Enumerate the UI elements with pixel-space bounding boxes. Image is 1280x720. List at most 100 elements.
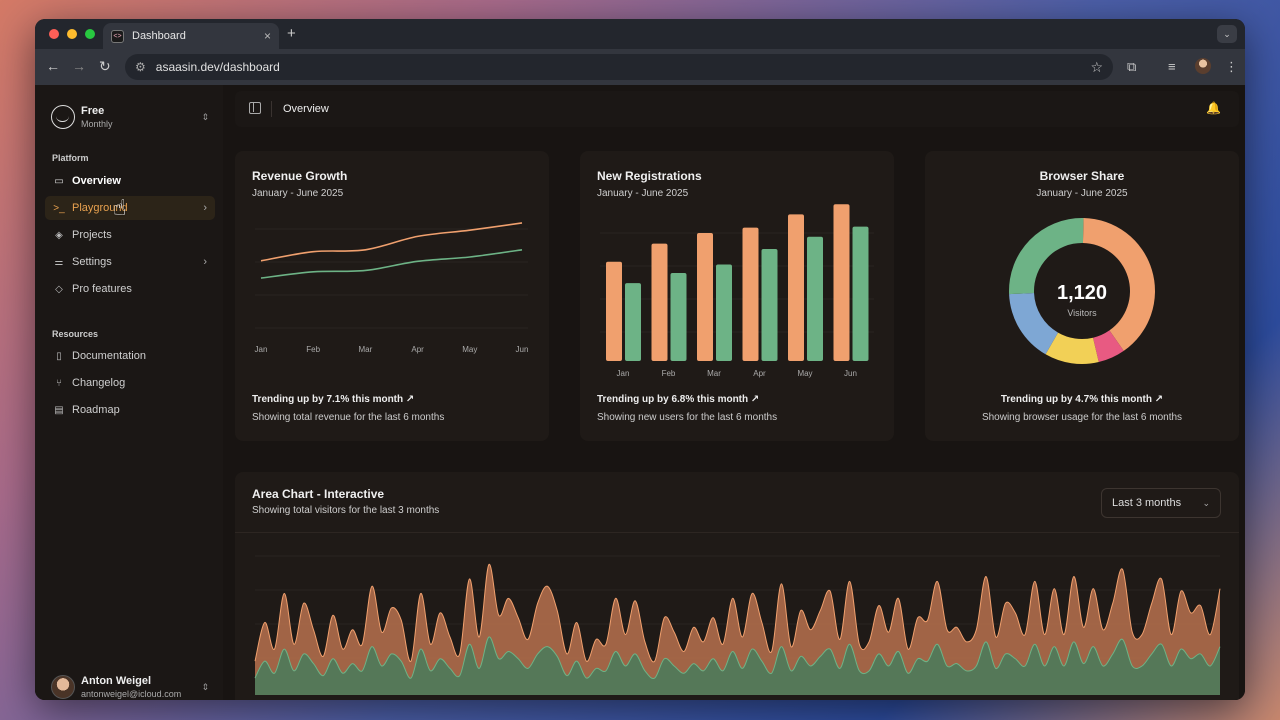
sidebar-item-label: Pro features [72,283,132,295]
bar [807,236,823,361]
area-chart-card: Area Chart - Interactive Showing total v… [235,472,1239,700]
bar [833,204,850,361]
maximize-window-button[interactable] [85,29,95,39]
plan-name: Free [81,105,105,117]
sidebar-item-label: Roadmap [72,404,120,416]
series-area [255,636,1220,695]
trending-up-icon: ↗ [405,394,415,405]
browser-toolbar: ← → ↻ ⚙ asaasin.dev/dashboard ☆ ⧉ ≡ ⋮ [35,49,1245,85]
x-tick-label: Mar [359,345,373,354]
map-icon: ▤ [54,404,64,416]
revenue-line-chart: Jan Feb Mar Apr May Jun [255,222,528,354]
reading-list-icon[interactable]: ≡ [1168,59,1176,74]
sidebar-item-pro-features[interactable]: ◇ Pro features [45,277,215,301]
close-window-button[interactable] [49,29,59,39]
sidebar-item-documentation[interactable]: ▯ Documentation [45,344,215,368]
sidebar-item-overview[interactable]: ▭ Overview [45,169,215,193]
browser-tab[interactable]: <> Dashboard × [103,23,279,49]
sidebar-item-label: Settings [72,256,112,268]
card-subtitle: January - June 2025 [597,188,689,199]
sidebar-item-roadmap[interactable]: ▤ Roadmap [45,398,215,422]
divider [271,101,272,117]
series-line [254,563,1221,663]
forward-icon[interactable]: → [72,58,86,74]
card-footer: Showing total revenue for the last 6 mon… [252,412,445,423]
sidebar-item-label: Playground [72,202,128,214]
book-icon: ▯ [56,350,62,362]
sidebar-item-changelog[interactable]: ⑂ Changelog [45,371,215,395]
card-footer: Showing browser usage for the last 6 mon… [981,412,1183,423]
x-tick-label: Feb [662,369,676,378]
plan-logo-icon [51,105,75,129]
x-tick-label: Jan [255,345,268,354]
plan-switcher[interactable]: Free Monthly ⇕ [51,103,209,131]
tab-search-icon[interactable]: ⌄ [1217,25,1237,43]
card-footer: Showing new users for the last 6 months [597,412,778,423]
chevron-right-icon: › [203,256,207,268]
card-title: Browser Share [1039,169,1125,183]
address-bar[interactable]: ⚙ asaasin.dev/dashboard ☆ [125,54,1113,80]
bar [742,227,759,361]
card-title: Area Chart - Interactive [252,487,385,501]
plan-sub: Monthly [81,119,113,129]
donut-center-value: 1,120 [1056,282,1108,304]
chevrons-up-down-icon: ⇕ [201,681,209,692]
sidebar-item-label: Overview [72,175,121,187]
bell-icon[interactable]: 🔔 [1206,101,1221,115]
visitors-area-chart [254,555,1221,695]
donut-slice [1093,330,1124,363]
series-line [254,636,1221,680]
sidebar-item-settings[interactable]: ⚌ Settings › [45,250,215,274]
x-tick-label: Jun [844,369,857,378]
site-info-icon[interactable]: ⚙ [135,60,146,74]
card-subtitle: January - June 2025 [1036,188,1128,199]
chevrons-up-down-icon: ⇕ [201,111,209,122]
hand-cursor-icon: ☝ [113,195,127,220]
bar [697,233,713,361]
browser-window: <> Dashboard × + ⌄ ← → ↻ ⚙ asaasin.dev/d… [35,19,1245,700]
sidebar-item-playground[interactable]: >_ Playground › [45,196,215,220]
new-tab-button[interactable]: + [287,25,296,42]
trending-up-icon: ↗ [1154,394,1164,405]
sidebar-item-projects[interactable]: ◈ Projects [45,223,215,247]
minimize-window-button[interactable] [67,29,77,39]
browser-menu-icon[interactable]: ⋮ [1225,59,1238,74]
range-select-value: Last 3 months [1112,497,1182,509]
revenue-growth-card: Revenue Growth January - June 2025 Jan Fe… [235,151,549,441]
avatar [51,675,75,699]
section-label-platform: Platform [52,153,89,163]
sidebar-item-label: Changelog [72,377,126,389]
card-title: Revenue Growth [252,169,348,183]
user-menu[interactable]: Anton Weigel antonweigel@icloud.com ⇕ [51,675,209,699]
terminal-icon: >_ [53,202,65,214]
range-select[interactable]: Last 3 months ⌄ [1101,488,1221,518]
registrations-bar-chart: Jan Feb Mar Apr May Jun [600,204,874,378]
tab-title: Dashboard [132,30,186,42]
series-line [260,222,523,262]
trend-text: Trending up by 7.1% this month ↗ [252,394,415,405]
user-name: Anton Weigel [81,675,152,687]
bookmark-star-icon[interactable]: ☆ [1090,58,1103,75]
user-email: antonweigel@icloud.com [81,689,182,699]
back-icon[interactable]: ← [46,58,60,74]
card-subtitle: January - June 2025 [252,188,344,199]
extensions-icon[interactable]: ⧉ [1127,59,1137,74]
bar [606,261,622,361]
x-tick-label: Mar [707,369,721,378]
url-text[interactable]: asaasin.dev/dashboard [155,60,280,74]
profile-avatar-icon[interactable] [1195,58,1211,74]
browser-donut-chart [1009,218,1155,364]
dashboard-app: Free Monthly ⇕ Platform ▭ Overview >_ Pl… [35,85,1245,700]
sidebar-item-label: Documentation [72,350,146,362]
x-tick-label: May [797,369,812,378]
bar [788,214,804,361]
bar [651,243,668,361]
sidebar-toggle-icon[interactable] [249,102,261,114]
x-tick-label: Feb [306,345,320,354]
tab-close-icon[interactable]: × [263,29,271,43]
new-registrations-card: New Registrations January - June 2025 Ja… [580,151,894,441]
bar [625,283,641,361]
bar [716,264,732,361]
reload-icon[interactable]: ↻ [99,58,111,74]
x-tick-label: Jan [617,369,630,378]
